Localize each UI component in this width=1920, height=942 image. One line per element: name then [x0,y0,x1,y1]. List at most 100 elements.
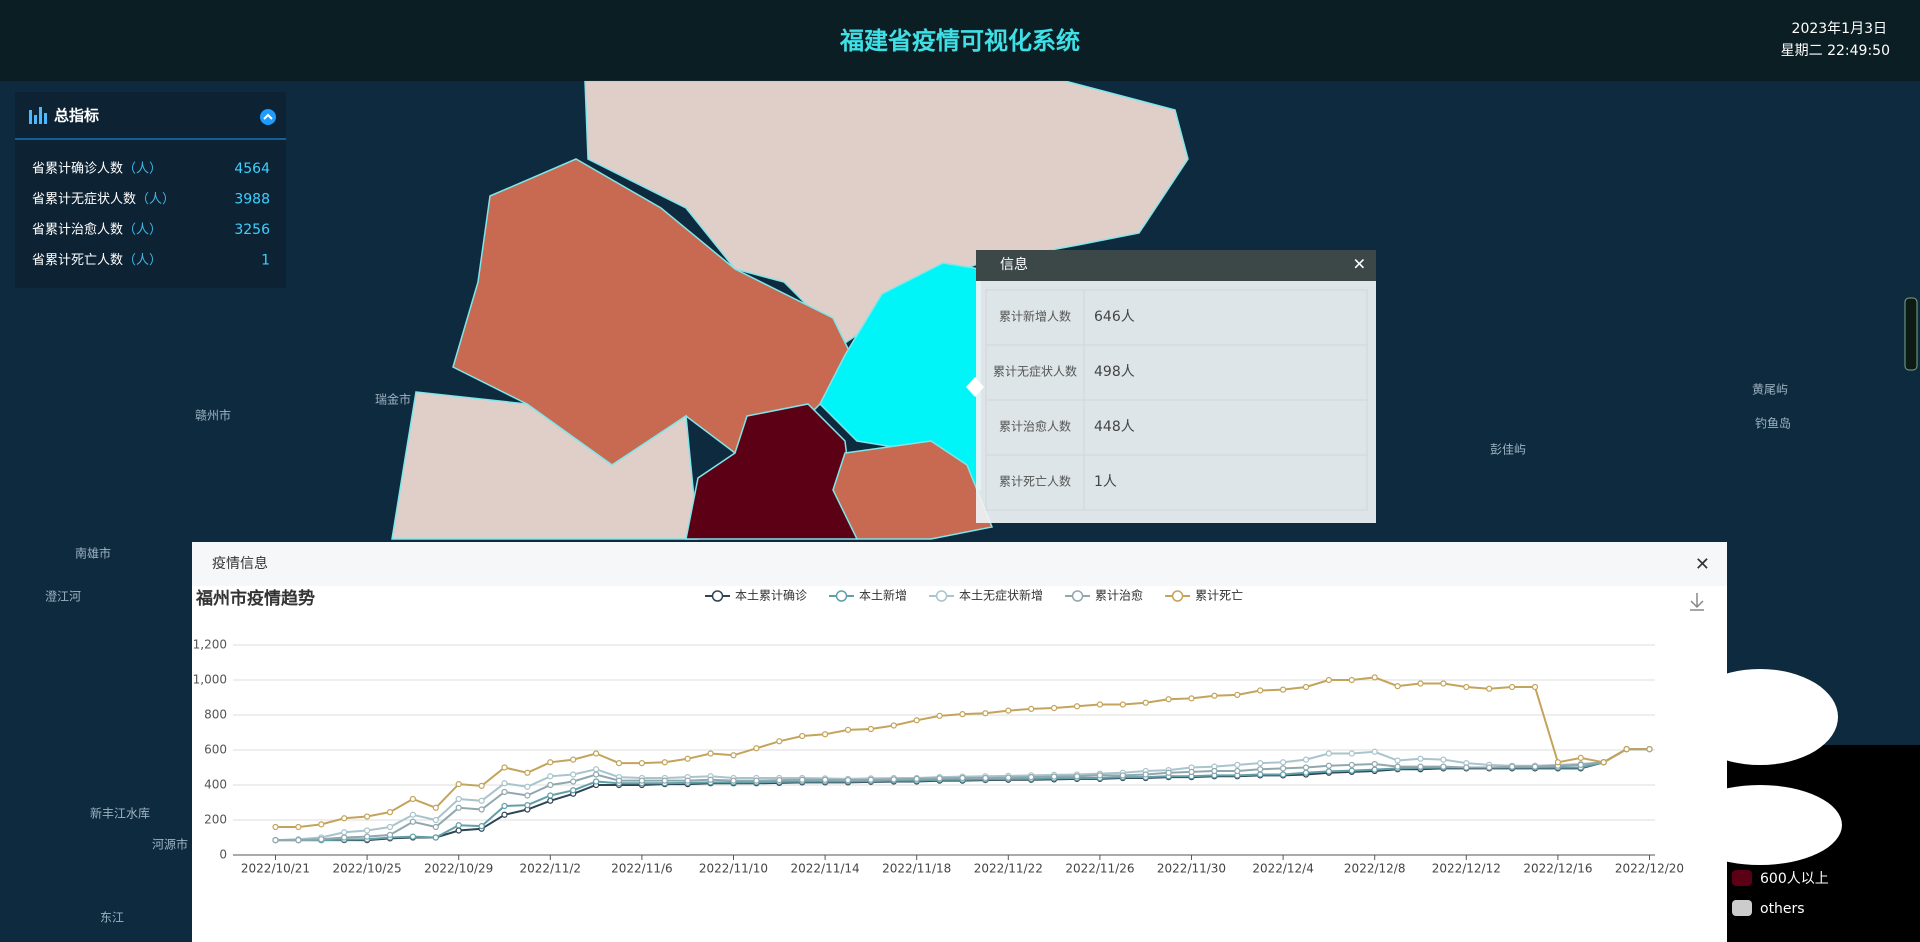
point [272,837,279,844]
point [1463,764,1470,771]
point [1394,683,1401,690]
point [1234,761,1241,768]
point [638,760,646,767]
region[interactable] [391,391,699,540]
popup-label: 累计治愈人数 [999,419,1071,434]
point [1394,763,1401,770]
legend-label: others [1760,901,1805,917]
summary-value: 3256 [234,222,270,238]
summary-label: 省累计治愈人数 [32,223,123,238]
y-tick-label: 200 [204,813,227,827]
legend-marker [835,590,848,602]
point [959,774,966,782]
point [1348,767,1355,774]
summary-label: 省累计死亡人数 [32,253,123,268]
point [615,760,623,767]
collapse-button[interactable] [260,109,276,125]
popup-header [976,250,1376,281]
point [1531,763,1539,770]
point [867,776,875,783]
point [1440,756,1447,763]
point [638,777,646,784]
popup-label: 累计死亡人数 [999,474,1071,489]
point [501,811,508,818]
point [661,777,668,784]
point [547,781,554,789]
point [501,764,508,771]
point [295,823,302,831]
point [890,722,897,729]
point [1486,764,1493,771]
chart-panel-title: 疫情信息 [212,555,268,572]
x-tick-label: 2022/11/2 [520,862,582,876]
point [1577,754,1584,761]
point [959,711,966,718]
x-tick-label: 2022/11/22 [974,862,1043,876]
region[interactable] [685,403,858,540]
point [913,717,920,724]
point [844,726,852,733]
x-tick-label: 2022/12/4 [1252,862,1314,876]
point [684,777,691,784]
point [1073,773,1081,780]
point [524,783,531,790]
popup-cell [1083,454,1368,511]
popup-value: 646人 [1094,309,1135,325]
summary-panel [15,92,286,288]
point [1371,766,1378,773]
chart-panel: 疫情信息 ✕ 福州市疫情趋势 [192,542,1727,942]
point [661,759,668,766]
legend-marker [1171,590,1184,602]
point [1325,676,1333,684]
x-tick-label: 2022/10/21 [241,862,310,876]
point [1028,705,1035,712]
point [730,752,737,759]
popup-close[interactable]: ✕ [1353,255,1366,274]
summary-unit: （人） [123,223,162,238]
point [821,731,829,738]
point [753,745,760,752]
popup-label: 累计新增人数 [999,309,1071,324]
legend-marker [935,590,948,602]
point [936,775,943,782]
chart-panel-close[interactable]: ✕ [1695,554,1710,575]
legend-label: 600人以上 [1760,871,1829,887]
point [913,775,920,782]
region[interactable] [832,440,994,540]
map-label: 澄江河 [45,589,81,604]
point [707,750,714,757]
legend-swatch [1732,870,1752,886]
x-tick-label: 2022/10/25 [333,862,402,876]
point [1417,755,1424,762]
point [386,823,394,831]
point [524,792,531,799]
y-tick-label: 1,200 [193,638,227,652]
point [524,802,531,809]
map-label: 瑞金市 [375,392,411,407]
point [524,769,531,776]
download-icon[interactable] [1690,593,1704,611]
point [570,778,577,785]
x-tick-label: 2022/11/6 [611,862,673,876]
header-bar [0,0,1920,81]
header-date: 2023年1月3日 [1792,21,1887,37]
header-title: 福建省疫情可视化系统 [839,27,1080,55]
x-tick-label: 2022/11/10 [699,862,768,876]
summary-value: 4564 [234,161,270,177]
point [1486,685,1493,692]
header-time: 星期二 22:49:50 [1781,43,1890,59]
point [1279,686,1287,693]
point [982,710,989,717]
point [478,823,485,830]
point [1096,772,1104,779]
point [432,804,439,811]
point [570,787,577,794]
y-tick-label: 600 [204,743,227,757]
point [1508,763,1516,770]
point [1050,773,1058,780]
legend-marker [1071,590,1084,602]
summary-unit: （人） [136,192,175,207]
chart-title: 福州市疫情趋势 [195,588,315,609]
map-label: 新丰江水库 [90,806,150,821]
